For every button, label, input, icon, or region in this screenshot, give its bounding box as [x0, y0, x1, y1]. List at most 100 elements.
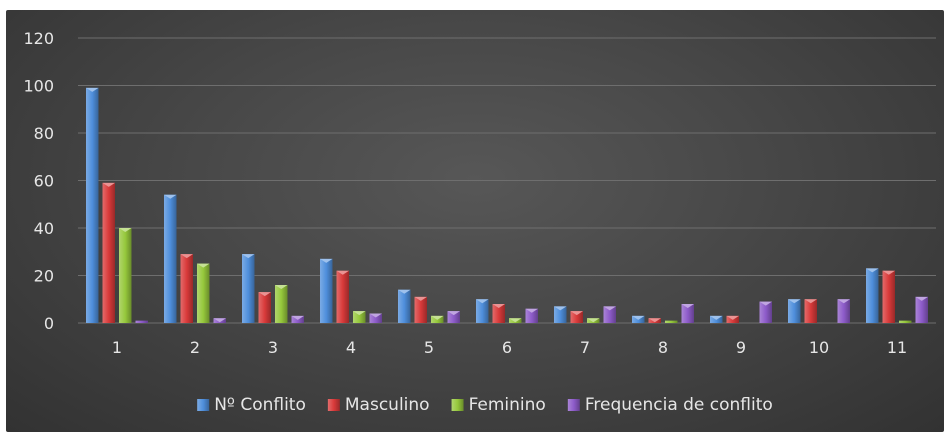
bar — [398, 289, 411, 323]
y-tick-label: 0 — [44, 314, 54, 333]
bar — [603, 306, 616, 323]
legend: Nº Conflito Masculino Feminino Frequencia d… — [197, 395, 773, 415]
chart-area: 0 20 40 60 80 100 120 1 2 3 4 5 6 7 8 9 10 11 Nº Conflit… — [6, 10, 944, 432]
bar-cap — [164, 194, 177, 199]
bar — [336, 270, 349, 323]
bar-cap — [681, 304, 694, 308]
x-tick-label: 7 — [580, 338, 590, 357]
bar-cap — [554, 306, 567, 311]
bar-cap — [320, 258, 333, 263]
bar-cap — [632, 315, 645, 320]
y-tick-label: 20 — [34, 267, 54, 286]
bar-cap — [882, 270, 895, 275]
bar — [681, 304, 694, 323]
bar-cap — [258, 292, 271, 297]
bar — [447, 311, 460, 323]
bar-cap — [710, 315, 723, 320]
bar — [759, 301, 772, 323]
gridlines — [78, 37, 936, 324]
bar — [788, 299, 801, 323]
bar-cap — [492, 304, 505, 308]
bar-cap — [603, 306, 616, 311]
legend-swatch — [197, 399, 210, 411]
bar — [882, 270, 895, 323]
bar-cap — [837, 299, 850, 304]
y-tick-label: 80 — [34, 124, 54, 143]
bar — [180, 254, 193, 323]
y-tick-label: 40 — [34, 219, 54, 238]
bar — [570, 311, 583, 323]
bar — [258, 292, 271, 323]
bar — [242, 254, 255, 323]
x-tick-label: 8 — [658, 338, 668, 357]
bar-chart: 0 20 40 60 80 100 120 1 2 3 4 5 6 7 8 9 10 11 Nº Conflit… — [23, 29, 936, 415]
bar-cap — [915, 296, 928, 301]
x-tick-label: 11 — [887, 338, 907, 357]
bar — [135, 320, 148, 323]
x-tick-label: 5 — [424, 338, 434, 357]
legend-swatch — [327, 399, 340, 411]
bar-cap — [197, 263, 210, 268]
legend-label: Masculino — [345, 395, 430, 415]
bar — [414, 296, 427, 323]
legend-swatch — [451, 399, 464, 411]
legend-label: Feminino — [469, 395, 546, 415]
bar-cap — [102, 182, 115, 187]
bar — [804, 299, 817, 323]
bar — [866, 268, 879, 323]
bar — [320, 258, 333, 323]
bar-cap — [587, 318, 600, 323]
y-tick-label: 60 — [34, 172, 54, 191]
bar-cap — [804, 299, 817, 304]
bar-cap — [213, 318, 226, 323]
bar-cap — [291, 315, 304, 320]
bar — [275, 285, 288, 323]
bar-cap — [447, 311, 460, 316]
bar-cap — [119, 228, 132, 232]
bar — [915, 296, 928, 323]
bar — [899, 320, 912, 323]
bar-cap — [275, 285, 288, 289]
bar-cap — [86, 87, 99, 92]
bar — [102, 182, 115, 323]
x-tick-label: 4 — [346, 338, 356, 357]
y-axis-ticks: 0 20 40 60 80 100 120 — [23, 29, 54, 333]
y-tick-label: 120 — [23, 29, 54, 48]
x-tick-label: 2 — [190, 338, 200, 357]
x-tick-label: 6 — [502, 338, 512, 357]
bar-cap — [414, 296, 427, 301]
bar — [119, 228, 132, 323]
legend-swatch — [567, 399, 580, 411]
bar-cap — [726, 315, 739, 320]
bar — [369, 313, 382, 323]
bar-cap — [369, 313, 382, 318]
x-axis-ticks: 1 2 3 4 5 6 7 8 9 10 11 — [112, 338, 907, 357]
bar-cap — [866, 268, 879, 273]
bar-cap — [570, 311, 583, 316]
legend-label: Nº Conflito — [214, 395, 306, 415]
bar — [554, 306, 567, 323]
bar-cap — [509, 318, 522, 323]
bar — [492, 304, 505, 323]
bar — [665, 320, 678, 323]
bar-cap — [398, 289, 411, 294]
bar-cap — [431, 315, 444, 320]
legend-item: Masculino — [327, 395, 430, 415]
bar — [525, 308, 538, 323]
bar — [837, 299, 850, 323]
bars — [86, 87, 928, 323]
legend-item: Frequencia de conflito — [567, 395, 773, 415]
y-tick-label: 100 — [23, 77, 54, 96]
legend-item: Feminino — [451, 395, 546, 415]
bar-cap — [242, 254, 255, 259]
bar-cap — [353, 311, 366, 316]
bar — [476, 299, 489, 323]
x-tick-label: 9 — [736, 338, 746, 357]
bar-cap — [525, 308, 538, 313]
bar-cap — [759, 301, 772, 306]
bar — [197, 263, 210, 323]
bar — [353, 311, 366, 323]
legend-item: Nº Conflito — [197, 395, 306, 415]
bar-cap — [180, 254, 193, 259]
bar — [164, 194, 177, 323]
